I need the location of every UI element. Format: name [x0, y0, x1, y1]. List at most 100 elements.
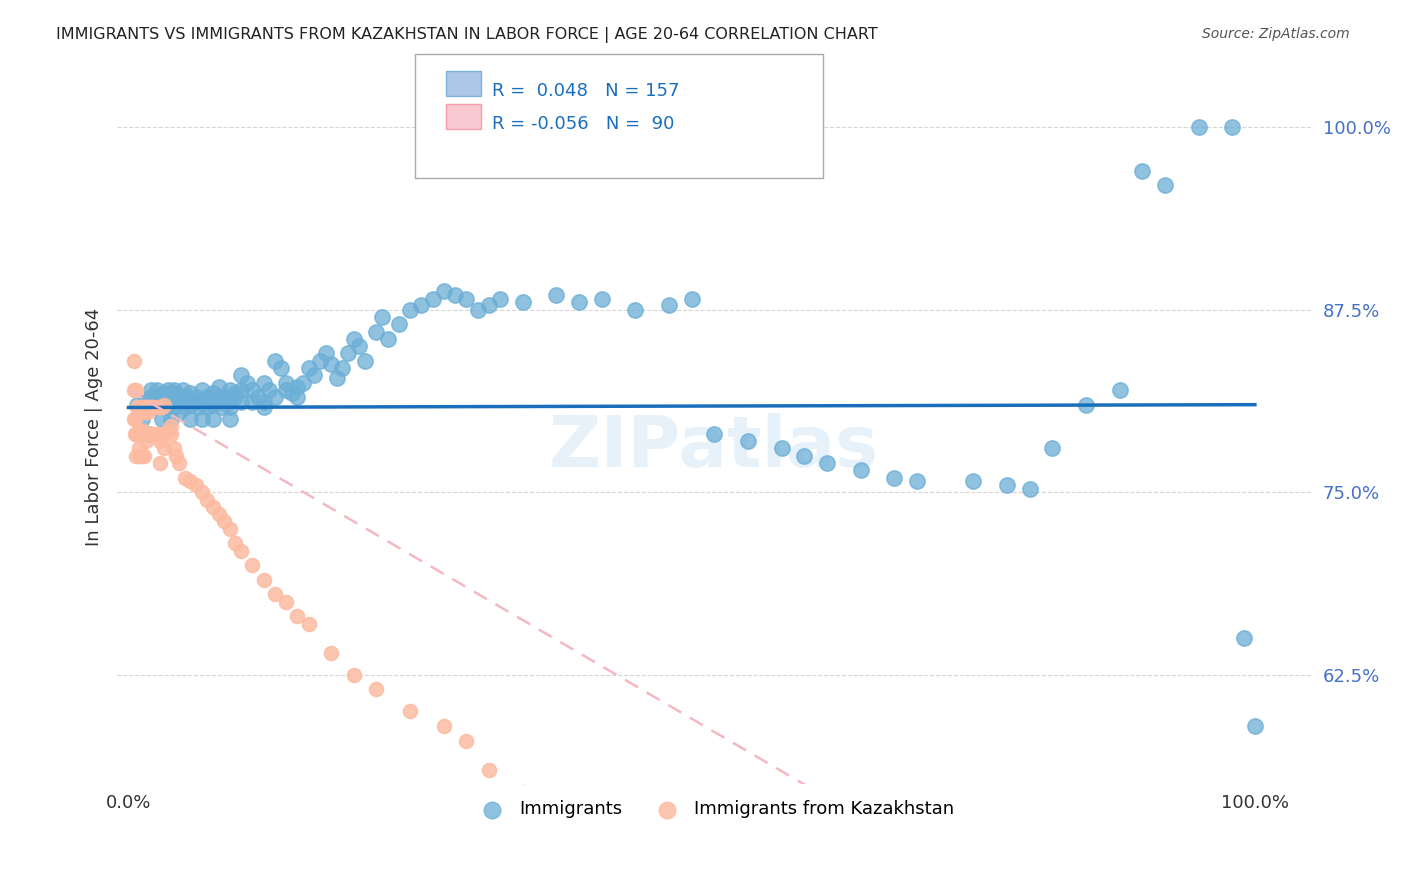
Point: [224, 536, 246, 550]
Point: [224, 390, 246, 404]
Point: [134, 401, 156, 415]
Y-axis label: In Labor Force | Age 20-64: In Labor Force | Age 20-64: [86, 308, 103, 546]
Point: [212, 515, 235, 529]
Point: [207, 390, 229, 404]
Point: [209, 401, 232, 415]
Text: Source: ZipAtlas.com: Source: ZipAtlas.com: [1202, 27, 1350, 41]
Point: [136, 405, 159, 419]
Point: [207, 394, 229, 409]
Point: [156, 390, 179, 404]
Point: [298, 616, 321, 631]
Point: [546, 806, 568, 821]
Point: [218, 401, 240, 415]
Point: [195, 401, 218, 415]
Point: [304, 368, 326, 383]
Point: [1153, 178, 1175, 193]
Point: [246, 390, 269, 404]
Point: [139, 401, 162, 415]
Point: [995, 478, 1018, 492]
Point: [201, 385, 224, 400]
Point: [162, 401, 184, 415]
Point: [207, 507, 229, 521]
Point: [139, 401, 162, 415]
Text: R = -0.056   N =  90: R = -0.056 N = 90: [492, 115, 675, 133]
Point: [167, 405, 190, 419]
Point: [129, 426, 152, 441]
Point: [198, 394, 221, 409]
Point: [815, 456, 838, 470]
Point: [217, 394, 239, 409]
Point: [127, 398, 149, 412]
Point: [349, 339, 371, 353]
Point: [150, 398, 173, 412]
Point: [292, 376, 315, 390]
Point: [287, 390, 309, 404]
Point: [218, 383, 240, 397]
Point: [478, 763, 501, 777]
Point: [167, 394, 190, 409]
Point: [156, 424, 179, 438]
Point: [433, 284, 456, 298]
Point: [139, 426, 162, 441]
Text: ZIPatlas: ZIPatlas: [550, 414, 879, 483]
Point: [218, 522, 240, 536]
Point: [315, 346, 337, 360]
Point: [591, 293, 613, 307]
Point: [321, 357, 343, 371]
Point: [131, 405, 153, 419]
Point: [252, 401, 274, 415]
Point: [201, 398, 224, 412]
Point: [135, 401, 157, 415]
Point: [1018, 483, 1040, 497]
Point: [187, 401, 209, 415]
Point: [207, 380, 229, 394]
Point: [122, 353, 145, 368]
Point: [150, 412, 173, 426]
Point: [512, 295, 534, 310]
Point: [883, 470, 905, 484]
Point: [128, 442, 150, 456]
Point: [139, 383, 162, 397]
Point: [127, 401, 149, 415]
Point: [276, 376, 298, 390]
Point: [337, 346, 360, 360]
Point: [1244, 719, 1267, 733]
Point: [332, 361, 354, 376]
Point: [160, 412, 183, 426]
Point: [127, 426, 149, 441]
Point: [399, 302, 422, 317]
Point: [134, 405, 156, 419]
Point: [201, 500, 224, 514]
Point: [150, 394, 173, 409]
Point: [179, 412, 201, 426]
Point: [194, 394, 217, 409]
Point: [132, 401, 155, 415]
Point: [411, 298, 433, 312]
Point: [128, 405, 150, 419]
Point: [478, 298, 501, 312]
Point: [122, 383, 145, 397]
Point: [179, 398, 201, 412]
Point: [124, 412, 146, 426]
Point: [276, 383, 298, 397]
Point: [125, 426, 148, 441]
Point: [134, 449, 156, 463]
Point: [264, 390, 287, 404]
Point: [131, 412, 153, 426]
Point: [162, 385, 184, 400]
Point: [354, 353, 377, 368]
Point: [252, 394, 274, 409]
Point: [229, 383, 252, 397]
Point: [150, 401, 173, 415]
Point: [905, 474, 928, 488]
Point: [149, 456, 172, 470]
Point: [1108, 383, 1130, 397]
Point: [224, 385, 246, 400]
Point: [153, 385, 176, 400]
Point: [240, 383, 263, 397]
Point: [145, 383, 167, 397]
Point: [128, 449, 150, 463]
Point: [184, 390, 207, 404]
Point: [128, 424, 150, 438]
Point: [145, 426, 167, 441]
